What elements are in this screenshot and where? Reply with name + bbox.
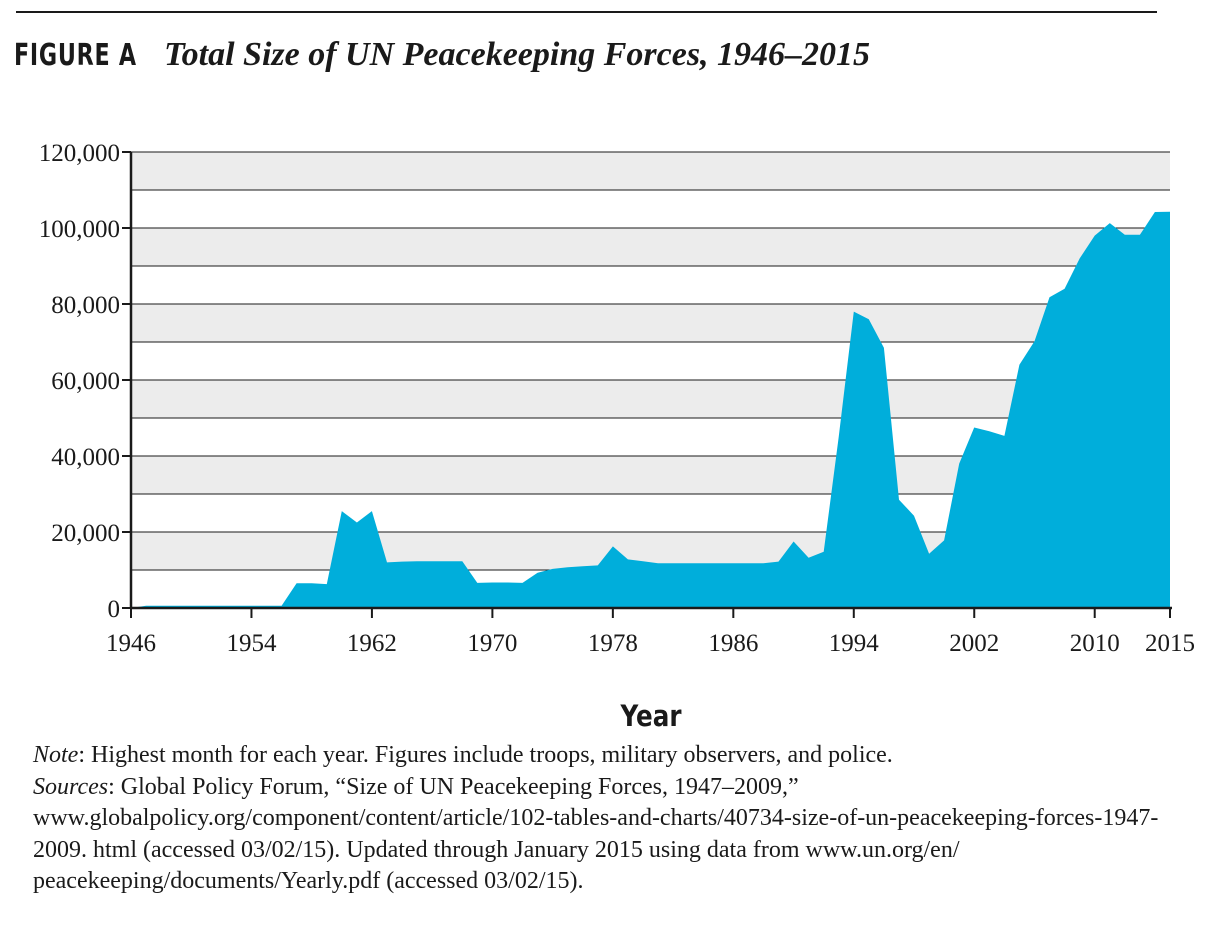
grid-band [131,152,1170,190]
x-tick-label: 1978 [588,630,638,657]
x-tick-label: 1970 [467,630,517,657]
sources-text: : Global Policy Forum, “Size of UN Peace… [33,773,1159,895]
note-line: Note: Highest month for each year. Figur… [33,740,1183,772]
figure-label: FIGURE A [14,38,137,73]
x-tick-label: 2015 [1145,630,1195,657]
grid-band [131,304,1170,342]
figure-header: FIGURE A Total Size of UN Peacekeeping F… [14,36,870,86]
y-tick-label: 120,000 [39,140,120,167]
x-tick-label: 2010 [1070,630,1120,657]
sources-line: Sources: Global Policy Forum, “Size of U… [33,772,1183,898]
y-tick-label: 60,000 [51,368,120,395]
x-tick-label: 1994 [829,630,880,657]
y-tick-label: 80,000 [51,292,120,319]
sources-label: Sources [33,773,109,800]
x-tick-labels: 1946 1954 1962 1970 1978 1986 1994 2002 2010 2015 [106,608,1195,657]
x-axis-label: Year [620,700,683,730]
chart-notes: Note: Highest month for each year. Figur… [33,740,1183,898]
x-tick-label: 1954 [226,630,277,657]
y-tick-labels: 0 20,000 40,000 60,000 80,000 100,000 120,000 [39,140,131,623]
y-tick-label: 40,000 [51,444,120,471]
area-chart: 020,00040,00060,00080,000100,000120,000 … [39,140,1195,730]
y-tick-label: 0 [108,596,121,623]
grid-band [131,228,1170,266]
y-tick-label: 20,000 [51,520,120,547]
x-tick-label: 2002 [949,630,999,657]
peacekeeping-area [131,211,1170,608]
grid-band [131,380,1170,418]
figure-title: Total Size of UN Peacekeeping Forces, 19… [164,36,871,73]
note-label: Note [33,742,79,768]
note-text: : Highest month for each year. Figures i… [78,742,893,768]
y-tick-label: 100,000 [39,216,120,243]
x-tick-label: 1986 [708,630,758,657]
top-rule [16,11,1157,13]
x-tick-label: 1946 [106,630,156,657]
x-tick-label: 1962 [347,630,397,657]
